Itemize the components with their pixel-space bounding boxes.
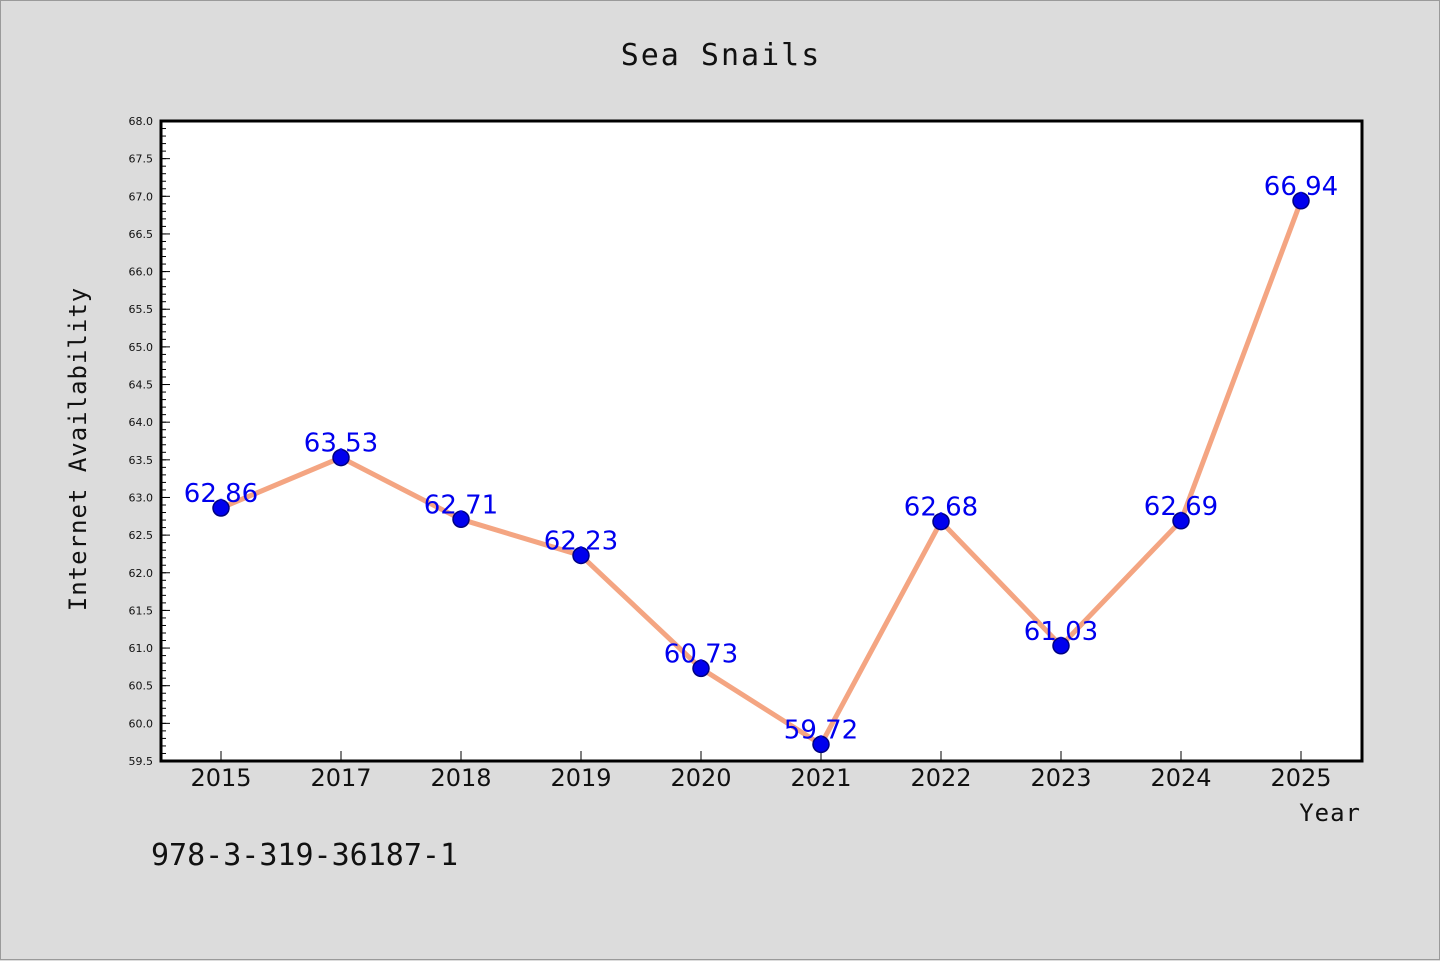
y-tick-label: 59.5	[129, 755, 154, 768]
data-label: 62.23	[544, 526, 618, 556]
y-tick-label: 62.0	[129, 567, 154, 580]
data-label: 60.73	[664, 639, 738, 669]
data-point	[212, 499, 230, 517]
x-axis-ticks: 2015 2017 2018 2019 2020 2021 2022 2023 2024 2025	[190, 751, 1332, 792]
x-tick-label: 2025	[1270, 764, 1331, 792]
x-axis-label: Year	[1299, 799, 1361, 827]
y-tick-label: 66.0	[129, 266, 154, 279]
y-tick-label: 60.0	[129, 717, 154, 730]
data-point	[1292, 192, 1310, 210]
y-tick-label: 63.0	[129, 491, 154, 504]
data-label: 61.03	[1024, 617, 1098, 647]
y-tick-label: 67.0	[129, 190, 154, 203]
data-point	[452, 510, 470, 529]
data-label: 63.53	[304, 429, 378, 459]
x-tick-label: 2021	[790, 764, 851, 792]
plot-area	[159, 119, 1364, 763]
chart-title: Sea Snails	[621, 38, 822, 73]
x-tick-label: 2019	[550, 764, 611, 792]
y-tick-label: 66.5	[129, 228, 154, 241]
data-labels: 62.86 63.53 62.71 62.23 60.73 59.72 62.68 61.03…	[184, 172, 1338, 746]
data-label: 62.71	[424, 490, 498, 520]
y-tick-label: 68.0	[129, 115, 154, 128]
x-tick-label: 2022	[910, 764, 971, 792]
x-tick-label: 2020	[670, 764, 731, 792]
y-axis-label: Internet Availability	[64, 287, 92, 611]
x-tick-label: 2017	[310, 764, 371, 792]
data-point	[932, 512, 950, 531]
data-point	[332, 448, 350, 467]
y-tick-label: 61.5	[129, 604, 154, 617]
data-label: 62.68	[904, 493, 978, 523]
data-markers	[212, 192, 1310, 754]
y-tick-label: 67.5	[129, 153, 154, 166]
x-tick-label: 2015	[190, 764, 251, 792]
data-point	[1052, 637, 1070, 655]
data-point	[1172, 512, 1190, 530]
data-label: 66.94	[1264, 172, 1338, 202]
y-tick-label: 61.0	[129, 642, 154, 655]
x-tick-label: 2023	[1030, 764, 1091, 792]
data-label: 62.69	[1144, 492, 1218, 522]
y-tick-label: 64.0	[129, 416, 154, 429]
y-tick-label: 60.5	[129, 680, 154, 693]
series-line	[218, 198, 1304, 747]
data-point	[692, 659, 710, 678]
y-tick-label: 62.5	[129, 529, 154, 542]
data-point	[812, 735, 830, 754]
data-label: 62.86	[184, 479, 258, 509]
y-tick-label: 65.0	[129, 341, 154, 354]
data-label: 59.72	[784, 715, 858, 745]
data-point	[572, 546, 590, 565]
y-axis-ticks: 59.5 60.0 60.5 61.0 61.5 62.0 62.5 63.0 63.5 64.0…	[129, 115, 170, 768]
x-tick-label: 2018	[430, 764, 491, 792]
y-tick-label: 63.5	[129, 454, 154, 467]
isbn-footnote: 978-3-319-36187-1	[151, 838, 458, 873]
x-tick-label: 2024	[1150, 764, 1211, 792]
y-tick-label: 65.5	[129, 303, 154, 316]
y-tick-label: 64.5	[129, 379, 154, 392]
